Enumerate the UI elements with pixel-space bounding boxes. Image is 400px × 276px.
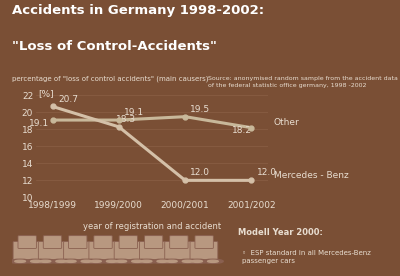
Circle shape [40,260,51,262]
Text: 18.2: 18.2 [232,126,252,135]
Circle shape [192,260,202,262]
Circle shape [136,259,157,263]
FancyBboxPatch shape [18,236,36,248]
Text: Mercedes - Benz: Mercedes - Benz [274,171,349,180]
FancyBboxPatch shape [68,236,87,248]
Circle shape [10,259,30,263]
Circle shape [65,260,76,262]
Text: Modell Year 2000:: Modell Year 2000: [238,228,323,237]
Circle shape [177,259,198,263]
Text: Other: Other [274,118,300,127]
Circle shape [81,260,92,262]
Circle shape [26,259,46,263]
Circle shape [187,259,207,263]
Circle shape [132,260,142,262]
Text: ◦  ESP standard in all Mercedes-Benz
passenger cars: ◦ ESP standard in all Mercedes-Benz pass… [242,250,371,264]
FancyBboxPatch shape [13,242,41,261]
Text: 18.3: 18.3 [116,115,136,124]
FancyBboxPatch shape [140,242,167,261]
Circle shape [182,260,193,262]
Circle shape [116,260,126,262]
Circle shape [127,259,147,263]
FancyBboxPatch shape [195,236,213,248]
Circle shape [162,259,182,263]
Circle shape [35,259,56,263]
Circle shape [76,259,97,263]
Text: percentage of "loss of control accidents" (main causers): percentage of "loss of control accidents… [12,76,208,83]
Text: 12.0: 12.0 [190,168,210,177]
Text: Accidents in Germany 1998-2002:: Accidents in Germany 1998-2002: [12,4,264,17]
Text: 19.1: 19.1 [29,119,50,128]
FancyBboxPatch shape [119,236,138,248]
Circle shape [102,259,122,263]
Circle shape [111,259,132,263]
Text: 12.0: 12.0 [257,168,277,177]
FancyBboxPatch shape [190,242,218,261]
Circle shape [141,260,152,262]
Text: "Loss of Control-Accidents": "Loss of Control-Accidents" [12,40,217,53]
Circle shape [31,260,41,262]
Circle shape [106,260,117,262]
Circle shape [91,260,101,262]
Circle shape [56,260,66,262]
Circle shape [86,259,106,263]
Text: 19.1: 19.1 [124,108,144,117]
Circle shape [152,259,173,263]
Text: [%]: [%] [38,89,54,98]
Circle shape [15,260,26,262]
FancyBboxPatch shape [165,242,192,261]
Circle shape [166,260,177,262]
FancyBboxPatch shape [114,242,142,261]
Circle shape [51,259,72,263]
Circle shape [208,260,218,262]
Circle shape [157,260,168,262]
FancyBboxPatch shape [43,236,62,248]
Text: 20.7: 20.7 [58,94,78,104]
FancyBboxPatch shape [64,242,92,261]
FancyBboxPatch shape [144,236,163,248]
Text: 19.5: 19.5 [190,105,210,114]
Text: Source: anonymised random sample from the accident data
of the federal statistic: Source: anonymised random sample from th… [208,76,398,87]
FancyBboxPatch shape [89,242,117,261]
Circle shape [203,259,223,263]
FancyBboxPatch shape [38,242,66,261]
FancyBboxPatch shape [170,236,188,248]
Text: year of registration and accident: year of registration and accident [83,222,221,231]
Circle shape [60,259,81,263]
FancyBboxPatch shape [94,236,112,248]
